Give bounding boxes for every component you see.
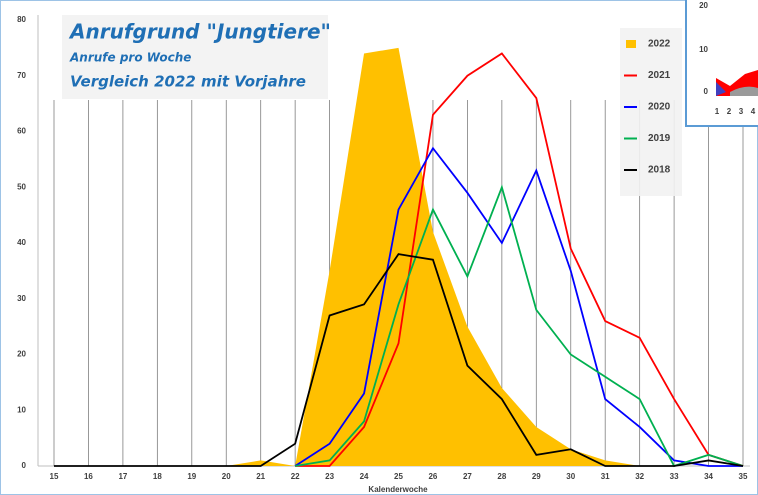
- chart-subtitle: Vergleich 2022 mit Vorjahre: [70, 73, 306, 91]
- x-tick-label: 18: [153, 472, 162, 481]
- x-tick-label: 34: [704, 472, 713, 481]
- inset-x-tick-label: 3: [739, 107, 744, 116]
- y-tick-label: 60: [17, 127, 26, 136]
- y-tick-label: 50: [17, 182, 26, 191]
- y-tick-label: 80: [17, 15, 26, 24]
- x-tick-label: 25: [394, 472, 403, 481]
- inset-y-tick-label: 10: [699, 45, 708, 54]
- x-tick-label: 23: [325, 472, 334, 481]
- legend-label: 2020: [648, 102, 671, 113]
- x-tick-label: 31: [601, 472, 610, 481]
- line: [295, 52, 744, 467]
- legend-label: 2019: [648, 133, 671, 144]
- inset-y-tick-label: 0: [704, 87, 709, 96]
- x-tick-label: 15: [50, 472, 59, 481]
- x-tick-label: 16: [84, 472, 93, 481]
- x-tick-label: 30: [566, 472, 575, 481]
- x-tick-label: 21: [256, 472, 265, 481]
- legend-label: 2021: [648, 70, 671, 81]
- y-tick-label: 70: [17, 71, 26, 80]
- inset-x-tick-label: 4: [751, 107, 756, 116]
- x-tick-label: 20: [222, 472, 231, 481]
- x-tick-label: 29: [532, 472, 541, 481]
- x-tick-label: 35: [739, 472, 748, 481]
- y-tick-label: 30: [17, 294, 26, 303]
- inset-shape: [730, 86, 758, 96]
- x-tick-label: 22: [291, 472, 300, 481]
- legend-swatch: [626, 40, 636, 48]
- x-tick-label: 24: [360, 472, 369, 481]
- inset-chart: 0 10 20 1 2 3 4: [685, 0, 758, 127]
- chart-title: Anrufgrund "Jungtiere": [68, 20, 331, 44]
- line: [54, 253, 744, 467]
- x-tick-label: 27: [463, 472, 472, 481]
- legend-label: 2018: [648, 165, 671, 176]
- chart-subtitle: Anrufe pro Woche: [69, 51, 191, 65]
- legend-box: [620, 28, 682, 196]
- x-tick-label: 33: [670, 472, 679, 481]
- inset-x-tick-label: 1: [715, 107, 720, 116]
- inset-shape: [716, 82, 726, 96]
- inset-x-tick-label: 2: [727, 107, 732, 116]
- line: [295, 184, 744, 468]
- y-tick-label: 0: [22, 461, 27, 470]
- y-tick-label: 40: [17, 238, 26, 247]
- x-tick-label: 19: [187, 472, 196, 481]
- y-tick-label: 20: [17, 350, 26, 359]
- x-tick-label: 32: [635, 472, 644, 481]
- x-axis-label: Kalenderwoche: [368, 485, 428, 494]
- inset-frame: [685, 0, 758, 127]
- title-box: [62, 15, 328, 99]
- x-tick-label: 26: [428, 472, 437, 481]
- x-tick-label: 28: [497, 472, 506, 481]
- legend: 2022 2021 2020 2019 2018: [624, 39, 671, 176]
- legend-label: 2022: [648, 39, 671, 50]
- x-tick-label: 17: [118, 472, 127, 481]
- y-tick-label: 10: [17, 405, 26, 414]
- area: [54, 47, 743, 466]
- inset-y-tick-label: 20: [699, 1, 708, 10]
